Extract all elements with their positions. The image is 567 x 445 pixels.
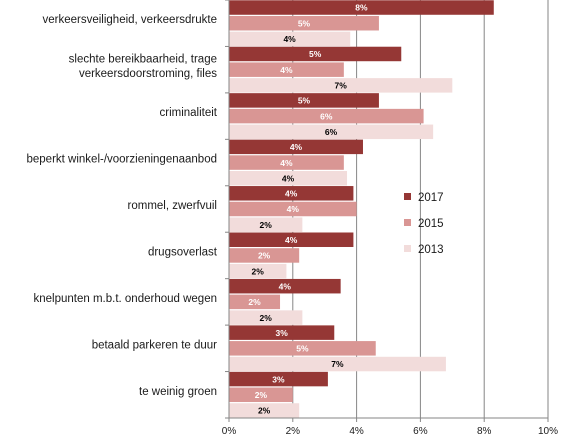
data-label: 5% [296, 344, 309, 354]
bar-2013 [229, 310, 303, 325]
data-label: 8% [355, 3, 368, 13]
bar-2013 [229, 356, 446, 372]
data-label: 4% [283, 34, 296, 44]
bar-2017 [229, 232, 354, 247]
bar-2015 [229, 62, 344, 77]
data-label: 5% [298, 18, 311, 28]
bar-2013 [229, 403, 300, 418]
bars: 8%5%4%5%4%7%5%6%6%4%4%4%4%4%2%4%2%2%4%2%… [229, 0, 494, 418]
data-label: 4% [282, 173, 295, 183]
bar-2015 [229, 387, 293, 403]
bar-2015 [229, 341, 376, 356]
data-label: 6% [325, 127, 338, 137]
data-label: 4% [280, 158, 293, 168]
legend-label: 2015 [418, 218, 444, 230]
legend-swatch-2015 [404, 219, 411, 226]
bar-2017 [229, 325, 335, 340]
legend-swatch-2013 [404, 245, 411, 252]
category-label: knelpunten m.b.t. onderhoud wegen [34, 293, 218, 305]
x-tick-label: 10% [538, 426, 558, 437]
x-tick-label: 0% [222, 426, 237, 437]
bar-2015 [229, 155, 344, 170]
data-label: 2% [248, 297, 261, 307]
data-label: 4% [290, 142, 303, 152]
category-labels: verkeersveiligheid, verkeersdrukte slecht… [26, 14, 217, 398]
data-label: 3% [272, 374, 285, 384]
bar-2013 [229, 78, 453, 93]
category-label: verkeersdoorstroming, files [79, 68, 217, 80]
data-label: 2% [255, 390, 268, 400]
bar-2013 [229, 31, 351, 47]
legend: 2017 2015 2013 [404, 192, 444, 256]
category-label: beperkt winkel-/voorzieningenaanbod [26, 154, 217, 166]
bar-2013 [229, 217, 303, 232]
category-label: rommel, zwerfvuil [128, 200, 217, 212]
data-label: 2% [260, 313, 273, 323]
data-label: 5% [309, 49, 322, 59]
category-label: te weinig groen [139, 386, 217, 398]
data-label: 4% [280, 65, 293, 75]
data-label: 2% [260, 220, 273, 230]
data-label: 3% [275, 328, 288, 338]
bar-2017 [229, 46, 402, 62]
bar-2017 [229, 0, 494, 15]
bar-2015 [229, 248, 300, 263]
bar-2015 [229, 201, 357, 217]
bar-2015 [229, 15, 379, 31]
data-label: 5% [298, 96, 311, 106]
bar-2017 [229, 93, 379, 108]
bar-2013 [229, 263, 287, 279]
x-tick-label: 8% [477, 426, 492, 437]
category-label: verkeersveiligheid, verkeersdrukte [43, 14, 218, 26]
data-label: 2% [258, 251, 271, 261]
data-label: 4% [287, 204, 300, 214]
legend-swatch-2017 [404, 193, 411, 200]
bar-2015 [229, 108, 424, 124]
bar-2015 [229, 294, 281, 310]
x-axis: 0% 2% 4% 6% 8% 10% [222, 0, 558, 437]
data-label: 4% [279, 281, 292, 291]
data-label: 7% [335, 81, 348, 91]
data-label: 4% [285, 189, 298, 199]
data-label: 7% [331, 359, 344, 369]
data-label: 4% [285, 235, 298, 245]
bar-2017 [229, 278, 341, 294]
bar-2017 [229, 371, 328, 387]
bar-2017 [229, 139, 363, 155]
data-label: 2% [252, 266, 265, 276]
legend-label: 2017 [418, 192, 444, 204]
category-label: betaald parkeren te duur [92, 339, 217, 351]
legend-label: 2013 [418, 244, 444, 256]
category-label: slechte bereikbaarheid, trage [69, 53, 217, 65]
data-label: 6% [320, 111, 333, 121]
data-label: 2% [258, 406, 271, 416]
x-tick-label: 4% [349, 426, 364, 437]
category-label: criminaliteit [159, 107, 217, 119]
x-tick-label: 2% [286, 426, 301, 437]
category-label: drugsoverlast [148, 246, 218, 258]
x-tick-label: 6% [413, 426, 428, 437]
bar-2013 [229, 171, 348, 186]
bar-2013 [229, 124, 434, 140]
bar-2017 [229, 186, 354, 201]
